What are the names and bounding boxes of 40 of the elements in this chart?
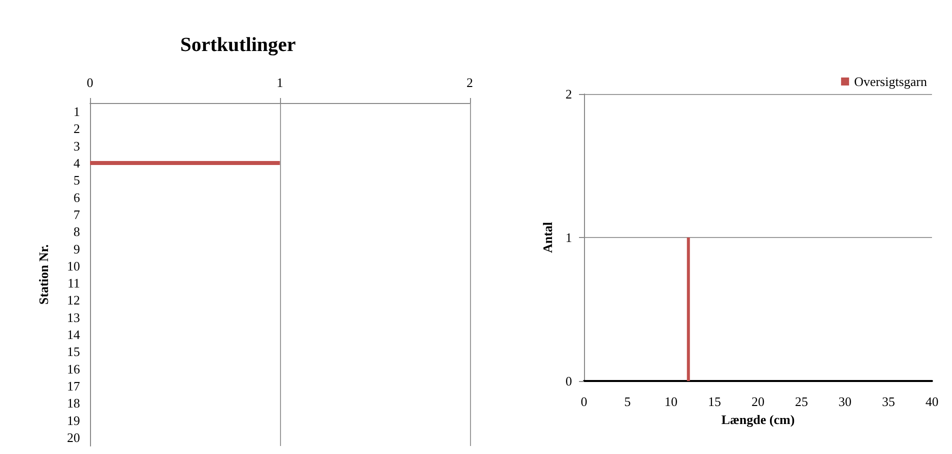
- chart-title: Sortkutlinger: [180, 34, 296, 56]
- x-tick-label: 5: [624, 394, 631, 409]
- x-tick-label: 40: [926, 394, 938, 409]
- x-tick-label: 10: [664, 394, 678, 409]
- y-tick-label: 2: [74, 121, 80, 136]
- y-axis-title: Station Nr.: [36, 244, 51, 305]
- x-tick-label: 20: [752, 394, 764, 409]
- y-tick-label: 2: [566, 86, 572, 102]
- y-tick-label: 15: [67, 344, 80, 360]
- y-tick-label: 4: [74, 156, 80, 171]
- y-tick-label: 12: [67, 292, 80, 308]
- x-tick-label: 25: [795, 394, 808, 409]
- y-tick-label: 18: [67, 396, 80, 411]
- x-tick-label: 2: [466, 75, 473, 90]
- x-tick-label: 30: [838, 394, 852, 409]
- x-tick-label: 0: [580, 394, 588, 409]
- y-tick-label: 20: [67, 430, 80, 445]
- y-tick-label: 10: [67, 258, 80, 274]
- y-tick-label: 19: [67, 412, 80, 428]
- y-tick-label: 6: [74, 190, 80, 205]
- legend-label: Oversigtsgarn: [854, 74, 928, 89]
- y-tick-label: 5: [74, 172, 80, 188]
- x-tick-label: 1: [276, 75, 284, 90]
- y-axis-title: Antal: [540, 222, 555, 254]
- x-axis-title: Længde (cm): [721, 412, 795, 427]
- y-tick-label: 14: [67, 327, 80, 342]
- x-tick-label: 35: [882, 394, 895, 409]
- y-tick-label: 0: [566, 374, 572, 388]
- y-tick-label: 11: [67, 276, 80, 291]
- x-tick-label: 0: [86, 75, 94, 90]
- y-tick-label: 16: [67, 361, 80, 376]
- y-tick-label: 7: [74, 206, 80, 222]
- x-tick-label: 15: [708, 394, 721, 409]
- y-tick-label: 8: [74, 224, 80, 240]
- y-tick-label: 9: [74, 241, 80, 256]
- y-tick-label: 1: [74, 104, 80, 120]
- y-tick-label: 3: [74, 138, 80, 154]
- y-tick-label: 13: [67, 310, 80, 325]
- y-tick-label: 1: [566, 230, 572, 245]
- y-tick-label: 17: [67, 378, 80, 394]
